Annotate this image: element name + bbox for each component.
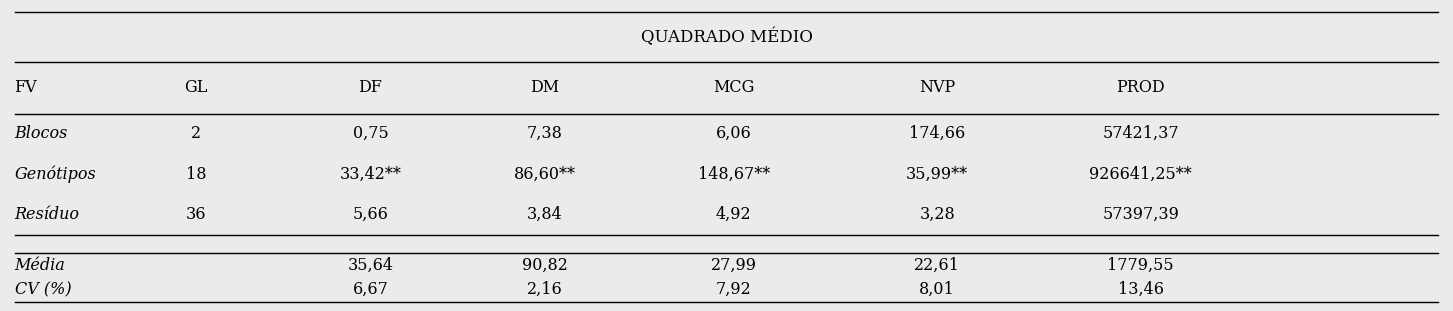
Text: Média: Média	[15, 257, 65, 274]
Text: Blocos: Blocos	[15, 125, 68, 142]
Text: 33,42**: 33,42**	[340, 166, 401, 183]
Text: 4,92: 4,92	[716, 206, 751, 223]
Text: 22,61: 22,61	[914, 257, 960, 274]
Text: 18: 18	[186, 166, 206, 183]
Text: 8,01: 8,01	[920, 281, 955, 298]
Text: 5,66: 5,66	[353, 206, 388, 223]
Text: DF: DF	[359, 79, 382, 96]
Text: 35,64: 35,64	[347, 257, 394, 274]
Text: PROD: PROD	[1116, 79, 1165, 96]
Text: 148,67**: 148,67**	[697, 166, 770, 183]
Text: QUADRADO MÉDIO: QUADRADO MÉDIO	[641, 28, 812, 46]
Text: 3,84: 3,84	[527, 206, 562, 223]
Text: Genótipos: Genótipos	[15, 165, 96, 183]
Text: GL: GL	[185, 79, 208, 96]
Text: Resíduo: Resíduo	[15, 206, 80, 223]
Text: 2: 2	[192, 125, 201, 142]
Text: 35,99**: 35,99**	[907, 166, 968, 183]
Text: 2,16: 2,16	[527, 281, 562, 298]
Text: 57397,39: 57397,39	[1103, 206, 1178, 223]
Text: 6,06: 6,06	[716, 125, 751, 142]
Text: 86,60**: 86,60**	[514, 166, 575, 183]
Text: 7,92: 7,92	[716, 281, 751, 298]
Text: 36: 36	[186, 206, 206, 223]
Text: 57421,37: 57421,37	[1103, 125, 1178, 142]
Text: FV: FV	[15, 79, 38, 96]
Text: MCG: MCG	[713, 79, 754, 96]
Text: 90,82: 90,82	[522, 257, 568, 274]
Text: NVP: NVP	[920, 79, 955, 96]
Text: 27,99: 27,99	[711, 257, 757, 274]
Text: 3,28: 3,28	[920, 206, 955, 223]
Text: 7,38: 7,38	[527, 125, 562, 142]
Text: 6,67: 6,67	[353, 281, 388, 298]
Text: 174,66: 174,66	[910, 125, 965, 142]
Text: CV (%): CV (%)	[15, 281, 71, 298]
Text: DM: DM	[530, 79, 559, 96]
Text: 13,46: 13,46	[1117, 281, 1164, 298]
Text: 926641,25**: 926641,25**	[1090, 166, 1191, 183]
Text: 0,75: 0,75	[353, 125, 388, 142]
Text: 1779,55: 1779,55	[1107, 257, 1174, 274]
